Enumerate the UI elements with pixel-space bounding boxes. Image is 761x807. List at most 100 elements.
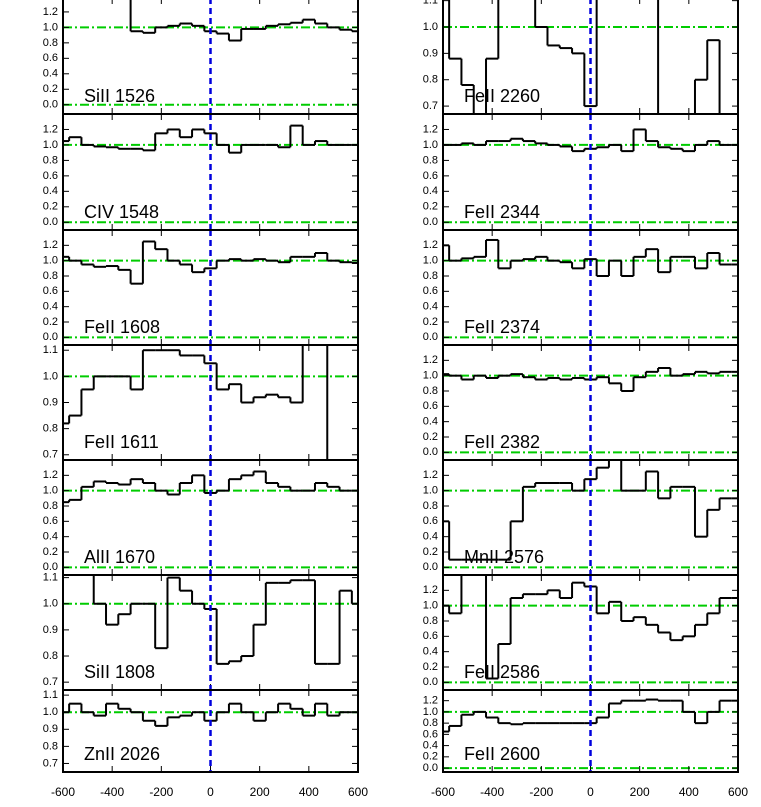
y-tick-label: 0.0 — [43, 99, 58, 111]
x-tick-label: -200 — [529, 785, 553, 799]
y-tick-label: 1.0 — [43, 139, 58, 151]
x-tick-label: -400 — [480, 785, 504, 799]
y-tick-label: 0.4 — [423, 185, 438, 197]
y-tick-label: 0.0 — [43, 216, 58, 228]
y-tick-label: 0.2 — [43, 83, 58, 95]
panel-frame — [442, 689, 739, 773]
y-tick-label: 0.4 — [423, 740, 438, 752]
y-tick-label: 0.6 — [43, 52, 58, 64]
panel-label: FeII 2260 — [464, 86, 540, 106]
panel-label: SiII 1808 — [84, 662, 155, 682]
y-tick-label: 0.2 — [423, 431, 438, 443]
y-tick-label: 0.4 — [43, 68, 58, 80]
plot-area — [443, 367, 738, 454]
plot-area — [63, 345, 358, 460]
y-tick-label: 0.0 — [423, 762, 438, 774]
panel: 0.7 0.8 0.9 1.0 1.1 SiII 1808 — [43, 572, 359, 691]
panel: 0.0 0.2 0.4 0.6 0.8 1.0 1.2 FeII 1608 — [43, 229, 359, 346]
y-tick-label: 0.6 — [43, 285, 58, 297]
y-tick-label: 0.8 — [43, 500, 58, 512]
panel: 0.0 0.2 0.4 0.6 0.8 1.0 1.2 MnII 2576 — [423, 459, 739, 576]
y-tick-label: 1.1 — [43, 572, 58, 584]
y-tick-label: 1.0 — [43, 370, 58, 382]
panel-label: AlII 1670 — [84, 547, 155, 567]
y-tick-label: 1.2 — [43, 239, 58, 251]
y-tick-label: 0.8 — [423, 385, 438, 397]
panel: 0.0 0.2 0.4 0.6 0.8 1.0 1.2 FeII 2382 — [423, 344, 739, 461]
x-tick-label: 200 — [630, 785, 650, 799]
panel: 0.0 0.2 0.4 0.6 0.8 1.0 1.2 FeII 2344 — [423, 113, 739, 231]
y-tick-label: 0.8 — [43, 650, 58, 662]
panel: 0.0 0.2 0.4 0.6 0.8 1.0 1.2 CIV 1548 — [43, 113, 359, 231]
y-tick-label: 1.0 — [423, 600, 438, 612]
x-tick-label: -600 — [51, 785, 75, 799]
x-tick-label: 400 — [679, 785, 699, 799]
y-tick-label: 0.6 — [43, 170, 58, 182]
y-tick-label: 1.0 — [43, 255, 58, 267]
y-tick-label: 0.2 — [423, 751, 438, 763]
x-tick-label: 600 — [348, 785, 368, 799]
y-tick-label: 0.4 — [43, 185, 58, 197]
y-tick-label: 0.6 — [423, 515, 438, 527]
y-tick-label: 0.8 — [423, 74, 438, 86]
y-tick-label: 1.0 — [43, 21, 58, 33]
y-tick-label: 0.4 — [43, 301, 58, 313]
y-tick-label: 0.8 — [423, 615, 438, 627]
y-tick-label: 0.6 — [423, 630, 438, 642]
y-tick-label: 0.9 — [43, 396, 58, 408]
panel: 0.7 0.8 0.9 1.0 1.1 FeII 2260 — [423, 0, 739, 115]
y-tick-label: 0.4 — [423, 646, 438, 658]
panel-frame — [62, 689, 359, 773]
y-tick-label: 0.2 — [43, 201, 58, 213]
y-tick-label: 1.0 — [43, 706, 58, 718]
plot-area — [443, 238, 738, 339]
plot-area — [63, 470, 358, 569]
x-tick-label: 0 — [587, 785, 594, 799]
y-tick-label: 0.9 — [43, 624, 58, 636]
y-tick-label: 0.2 — [43, 316, 58, 328]
y-tick-label: 1.2 — [423, 469, 438, 481]
x-tick-label: -600 — [431, 785, 455, 799]
x-tick-label: 600 — [728, 785, 748, 799]
panel-label: FeII 1611 — [84, 432, 159, 452]
y-tick-label: 1.2 — [423, 354, 438, 366]
y-tick-label: 1.2 — [423, 239, 438, 251]
y-tick-label: 0.4 — [423, 301, 438, 313]
y-tick-label: 1.2 — [43, 469, 58, 481]
y-tick-label: 1.2 — [43, 6, 58, 18]
y-tick-label: 0.8 — [423, 154, 438, 166]
x-tick-label: 400 — [299, 785, 319, 799]
panel-label: FeII 2374 — [464, 317, 540, 337]
y-tick-label: 0.8 — [423, 270, 438, 282]
y-tick-label: 0.2 — [43, 546, 58, 558]
y-tick-label: 0.6 — [423, 170, 438, 182]
y-tick-label: 0.9 — [43, 723, 58, 735]
x-tick-label: 200 — [250, 785, 270, 799]
y-tick-label: 0.6 — [423, 400, 438, 412]
panel-label: CIV 1548 — [84, 202, 159, 222]
y-tick-label: 0.0 — [423, 561, 438, 573]
plot-area — [443, 460, 738, 569]
y-tick-label: 1.2 — [43, 123, 58, 135]
y-tick-label: 0.2 — [423, 661, 438, 673]
y-tick-label: 1.0 — [423, 139, 438, 151]
y-tick-label: 0.2 — [423, 316, 438, 328]
panel-label: SiII 1526 — [84, 86, 155, 106]
y-tick-label: 0.8 — [43, 423, 58, 435]
panel: 0.0 0.2 0.4 0.6 0.8 1.0 1.2 SiII 1526 — [43, 0, 359, 115]
y-tick-label: 0.7 — [43, 449, 58, 461]
y-tick-label: 1.0 — [43, 598, 58, 610]
y-tick-label: 0.0 — [43, 561, 58, 573]
plot-area — [63, 240, 358, 339]
y-tick-label: 0.7 — [43, 676, 58, 688]
y-tick-label: 1.2 — [423, 123, 438, 135]
x-tick-label: -200 — [149, 785, 173, 799]
y-tick-label: 0.6 — [43, 515, 58, 527]
y-tick-label: 0.8 — [43, 740, 58, 752]
y-tick-label: 0.6 — [423, 285, 438, 297]
y-tick-label: 0.8 — [423, 717, 438, 729]
y-tick-label: 1.0 — [423, 370, 438, 382]
y-tick-label: 0.8 — [43, 154, 58, 166]
y-tick-label: 0.8 — [43, 37, 58, 49]
